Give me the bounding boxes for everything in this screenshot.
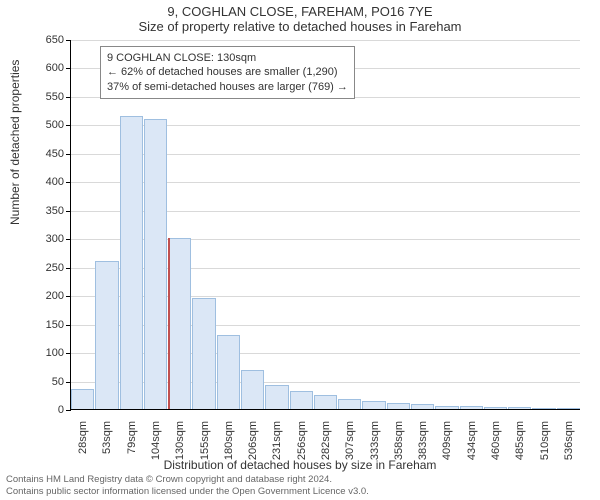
y-tick-mark: [66, 125, 71, 126]
y-tick-mark: [66, 268, 71, 269]
bar: [144, 119, 167, 409]
bar: [460, 406, 483, 409]
y-tick-mark: [66, 40, 71, 41]
y-tick-label: 50: [24, 376, 64, 388]
bar: [532, 408, 555, 409]
y-tick-label: 0: [24, 404, 64, 416]
y-tick-mark: [66, 296, 71, 297]
y-tick-label: 250: [24, 262, 64, 274]
bar: [290, 391, 313, 409]
bar: [71, 389, 94, 409]
bar: [508, 407, 531, 409]
x-axis-label: Distribution of detached houses by size …: [0, 458, 600, 472]
y-tick-mark: [66, 239, 71, 240]
y-tick-mark: [66, 211, 71, 212]
annotation-line-2: ← 62% of detached houses are smaller (1,…: [107, 65, 348, 79]
y-tick-label: 300: [24, 233, 64, 245]
y-tick-label: 150: [24, 319, 64, 331]
y-tick-label: 400: [24, 176, 64, 188]
y-tick-label: 650: [24, 34, 64, 46]
bar: [217, 335, 240, 409]
y-tick-mark: [66, 154, 71, 155]
y-tick-label: 100: [24, 347, 64, 359]
grid-line: [71, 40, 580, 41]
bar: [120, 116, 143, 409]
bar: [192, 298, 215, 409]
marker-line: [168, 238, 170, 409]
y-tick-label: 600: [24, 62, 64, 74]
y-tick-mark: [66, 382, 71, 383]
chart-area: 0501001502002503003504004505005506006502…: [70, 40, 580, 410]
y-tick-mark: [66, 410, 71, 411]
bar: [314, 395, 337, 409]
y-tick-mark: [66, 97, 71, 98]
bar: [338, 399, 361, 409]
y-tick-mark: [66, 68, 71, 69]
y-tick-mark: [66, 325, 71, 326]
bar: [168, 238, 191, 409]
y-tick-label: 500: [24, 119, 64, 131]
y-tick-mark: [66, 353, 71, 354]
y-tick-label: 450: [24, 148, 64, 160]
bar: [265, 385, 288, 409]
bar: [411, 404, 434, 409]
title-main: 9, COGHLAN CLOSE, FAREHAM, PO16 7YE: [0, 0, 600, 19]
annotation-line-1: 9 COGHLAN CLOSE: 130sqm: [107, 51, 348, 65]
y-tick-label: 350: [24, 205, 64, 217]
bar: [362, 401, 385, 409]
annotation-box: 9 COGHLAN CLOSE: 130sqm ← 62% of detache…: [100, 46, 355, 99]
annotation-line-3: 37% of semi-detached houses are larger (…: [107, 80, 348, 94]
footer-line-2: Contains public sector information licen…: [6, 486, 369, 498]
bar: [387, 403, 410, 409]
y-tick-label: 550: [24, 91, 64, 103]
footer: Contains HM Land Registry data © Crown c…: [6, 474, 369, 498]
bar: [241, 370, 264, 409]
bar: [95, 261, 118, 409]
y-tick-mark: [66, 182, 71, 183]
y-tick-label: 200: [24, 290, 64, 302]
bar: [435, 406, 458, 409]
bar: [484, 407, 507, 409]
y-axis-label: Number of detached properties: [8, 60, 22, 225]
bar: [557, 408, 580, 409]
title-sub: Size of property relative to detached ho…: [0, 19, 600, 34]
footer-line-1: Contains HM Land Registry data © Crown c…: [6, 474, 369, 486]
